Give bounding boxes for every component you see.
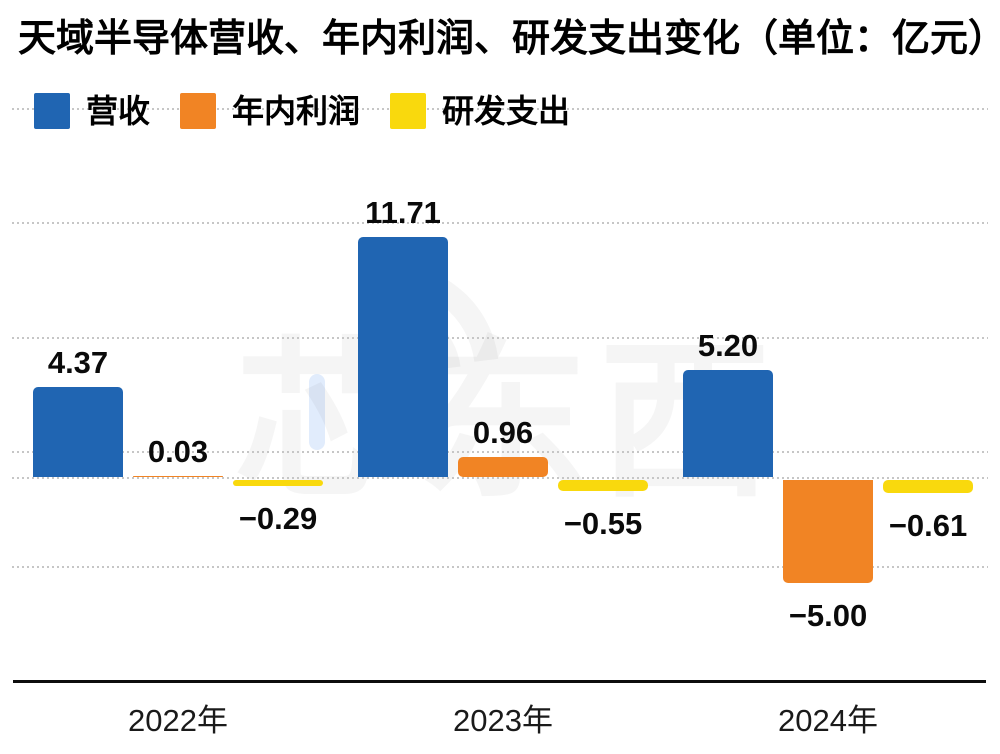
- bar-profit-2022: [133, 476, 223, 477]
- legend-label-profit: 年内利润: [232, 93, 361, 129]
- legend-label-revenue: 营收: [86, 93, 151, 129]
- value-label-profit-2024: −5.00: [788, 598, 868, 633]
- bar-rnd-2023: [558, 480, 648, 491]
- zero-gridline: [12, 477, 988, 479]
- gridline-0: [12, 108, 988, 110]
- legend-swatch-rnd: [390, 93, 427, 129]
- legend-item-rnd: 研发支出: [390, 93, 570, 129]
- x-axis-line: [13, 680, 986, 683]
- chart-title: 天域半导体营收、年内利润、研发支出变化（单位：亿元）: [18, 18, 1000, 60]
- x-label-2023: 2023年: [453, 703, 553, 738]
- bar-rnd-2022: [233, 480, 323, 486]
- bar-revenue-2023: [358, 237, 448, 477]
- value-label-rnd-2024: −0.61: [888, 508, 968, 543]
- gridline-1: [12, 222, 988, 224]
- value-label-profit-2023: 0.96: [472, 415, 534, 450]
- gridline-4: [12, 566, 988, 568]
- watermark-text: 芯东西: [235, 332, 781, 512]
- bar-rnd-2024: [883, 480, 973, 493]
- value-label-rnd-2022: −0.29: [238, 501, 318, 536]
- watermark-blue-accent: [309, 374, 325, 450]
- bar-revenue-2022: [33, 387, 123, 477]
- legend-item-profit: 年内利润: [180, 93, 360, 129]
- x-label-2022: 2022年: [128, 703, 228, 738]
- legend-label-rnd: 研发支出: [442, 93, 571, 129]
- legend-swatch-profit: [180, 93, 217, 129]
- x-label-2024: 2024年: [778, 703, 878, 738]
- value-label-profit-2022: 0.03: [147, 434, 209, 469]
- bar-profit-2023: [458, 457, 548, 477]
- value-label-revenue-2023: 11.71: [365, 195, 441, 230]
- value-label-revenue-2022: 4.37: [47, 345, 109, 380]
- legend: 营收 年内利润 研发支出: [34, 93, 600, 129]
- bar-revenue-2024: [683, 370, 773, 477]
- watermark: 芯东西: [235, 220, 775, 542]
- value-label-rnd-2023: −0.55: [563, 506, 643, 541]
- gridline-3: [12, 451, 988, 453]
- legend-item-revenue: 营收: [34, 93, 150, 129]
- legend-swatch-revenue: [34, 93, 70, 129]
- value-label-revenue-2024: 5.20: [697, 328, 759, 363]
- bar-profit-2024: [783, 480, 873, 583]
- gridline-2: [12, 337, 988, 339]
